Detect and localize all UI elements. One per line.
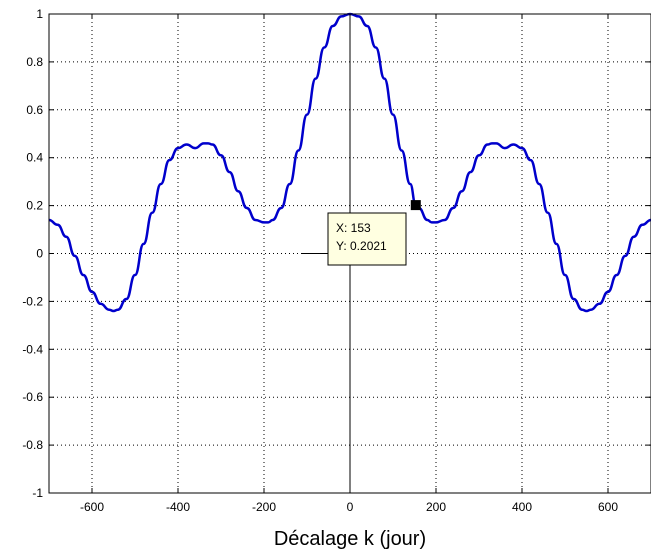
y-tick-label: 0 xyxy=(36,247,43,261)
datatip-y-text: Y: 0.2021 xyxy=(336,239,387,253)
y-tick-label: -0.8 xyxy=(22,438,43,452)
x-tick-label: 200 xyxy=(426,500,446,514)
x-tick-label: 400 xyxy=(512,500,532,514)
datatip-marker xyxy=(410,200,421,211)
y-tick-label: -0.4 xyxy=(22,342,43,356)
x-tick-label: 600 xyxy=(598,500,618,514)
datatip-x-text: X: 153 xyxy=(336,221,371,235)
x-axis-label: Décalage k (jour) xyxy=(274,528,426,550)
x-tick-label: -200 xyxy=(252,500,276,514)
x-tick-label: 0 xyxy=(347,500,354,514)
y-tick-label: -0.2 xyxy=(22,294,43,308)
x-tick-label: -400 xyxy=(166,500,190,514)
series-line xyxy=(48,12,651,313)
ticks: -600 -400 -200 0 200 400 600 1 0.8 0.6 0.4 0.2 0 -0.2… xyxy=(22,7,651,514)
series-layer xyxy=(48,12,651,313)
y-tick-label: 0.6 xyxy=(26,103,43,117)
y-tick-label: 0.4 xyxy=(26,151,43,165)
y-tick-label: 1 xyxy=(36,7,43,21)
y-tick-label: 0.2 xyxy=(26,199,43,213)
y-tick-label: 0.8 xyxy=(26,55,43,69)
datatip[interactable]: X: 153 Y: 0.2021 xyxy=(301,200,421,266)
y-tick-label: -1 xyxy=(32,486,43,500)
datatip-box xyxy=(327,212,407,266)
x-tick-label: -600 xyxy=(80,500,104,514)
y-tick-label: -0.6 xyxy=(22,390,43,404)
